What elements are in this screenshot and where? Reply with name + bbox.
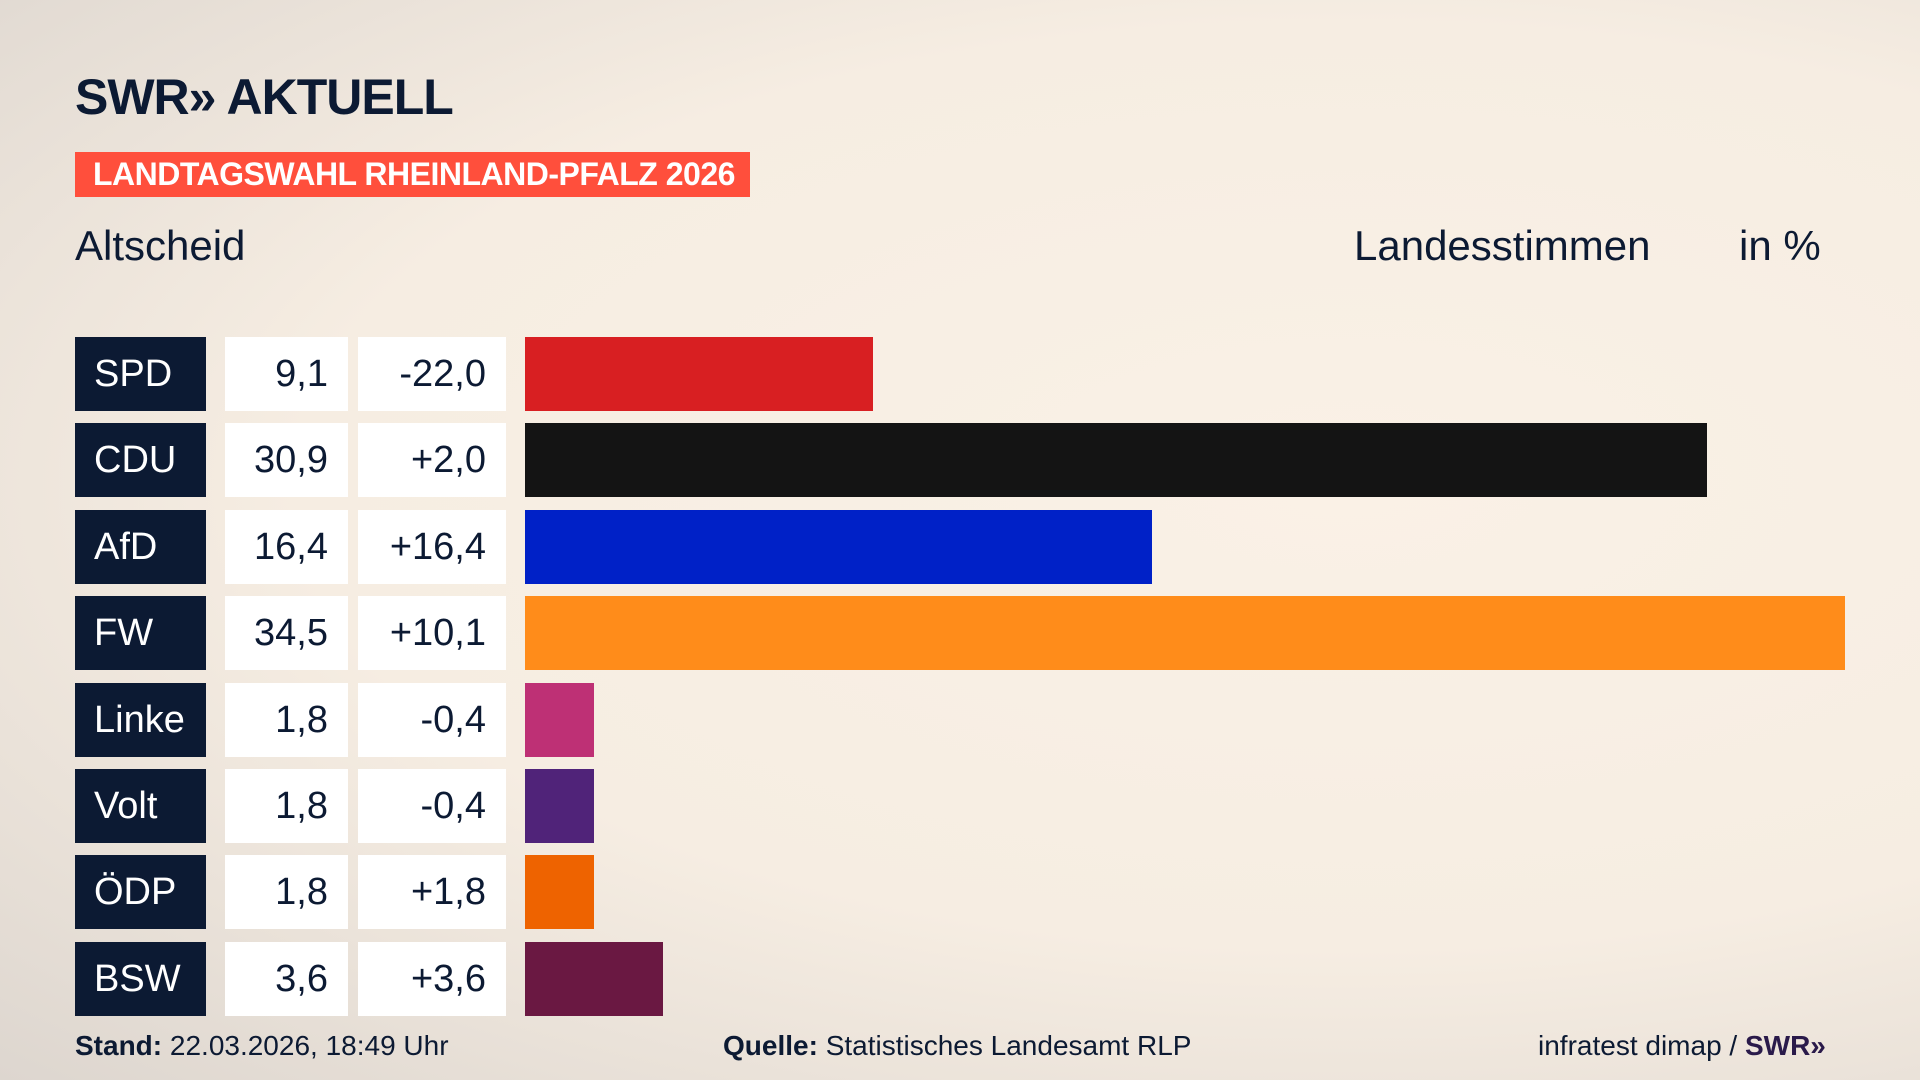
- party-value: 9,1: [225, 337, 348, 411]
- swr-aktuell-logo: SWR» AKTUELL: [75, 69, 454, 125]
- location-title: Altscheid: [75, 222, 246, 269]
- party-value: 1,8: [225, 855, 348, 930]
- party-diff: +2,0: [358, 423, 506, 498]
- party-bar: [525, 769, 594, 843]
- stand-value: 22.03.2026, 18:49 Uhr: [169, 1030, 449, 1061]
- party-diff: +1,8: [358, 855, 506, 930]
- swr-logo: SWR»: [1744, 1030, 1826, 1061]
- party-value: 16,4: [225, 509, 348, 584]
- credit-text: infratest dimap /: [1538, 1030, 1745, 1061]
- credit: infratest dimap / SWR»: [1538, 1030, 1826, 1062]
- party-diff: +3,6: [358, 941, 506, 1016]
- party-name: Volt: [75, 769, 206, 843]
- party-name: ÖDP: [75, 855, 206, 930]
- source-value: Statistisches Landesamt RLP: [825, 1030, 1192, 1061]
- party-diff: -22,0: [358, 337, 506, 411]
- party-bar: [525, 855, 594, 930]
- party-diff: +10,1: [358, 596, 506, 671]
- party-bar: [525, 682, 594, 757]
- source: Quelle: Statistisches Landesamt RLP: [723, 1030, 1191, 1062]
- unit-label: in %: [1739, 222, 1821, 269]
- stand: Stand: 22.03.2026, 18:49 Uhr: [75, 1030, 449, 1062]
- party-diff: +16,4: [358, 509, 506, 584]
- party-bar: [525, 423, 1708, 498]
- party-name: CDU: [75, 423, 206, 498]
- party-bar: [525, 941, 663, 1016]
- source-label: Quelle:: [723, 1030, 818, 1061]
- party-value: 3,6: [225, 941, 348, 1016]
- party-bar: [525, 509, 1153, 584]
- party-value: 1,8: [225, 769, 348, 843]
- party-value: 30,9: [225, 423, 348, 498]
- party-name: Linke: [75, 682, 206, 757]
- party-name: AfD: [75, 509, 206, 584]
- party-diff: -0,4: [358, 682, 506, 757]
- stand-label: Stand:: [75, 1030, 163, 1061]
- party-bar: [525, 596, 1845, 671]
- party-value: 34,5: [225, 596, 348, 671]
- vote-type-label: Landesstimmen: [1354, 222, 1651, 269]
- party-diff: -0,4: [358, 769, 506, 843]
- party-name: BSW: [75, 941, 206, 1016]
- election-banner: LANDTAGSWAHL RHEINLAND-PFALZ 2026: [75, 152, 750, 197]
- party-name: SPD: [75, 337, 206, 411]
- party-value: 1,8: [225, 682, 348, 757]
- party-name: FW: [75, 596, 206, 671]
- party-bar: [525, 337, 874, 411]
